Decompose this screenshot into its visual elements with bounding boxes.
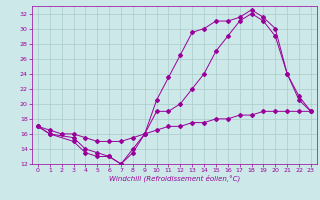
X-axis label: Windchill (Refroidissement éolien,°C): Windchill (Refroidissement éolien,°C) <box>109 175 240 182</box>
